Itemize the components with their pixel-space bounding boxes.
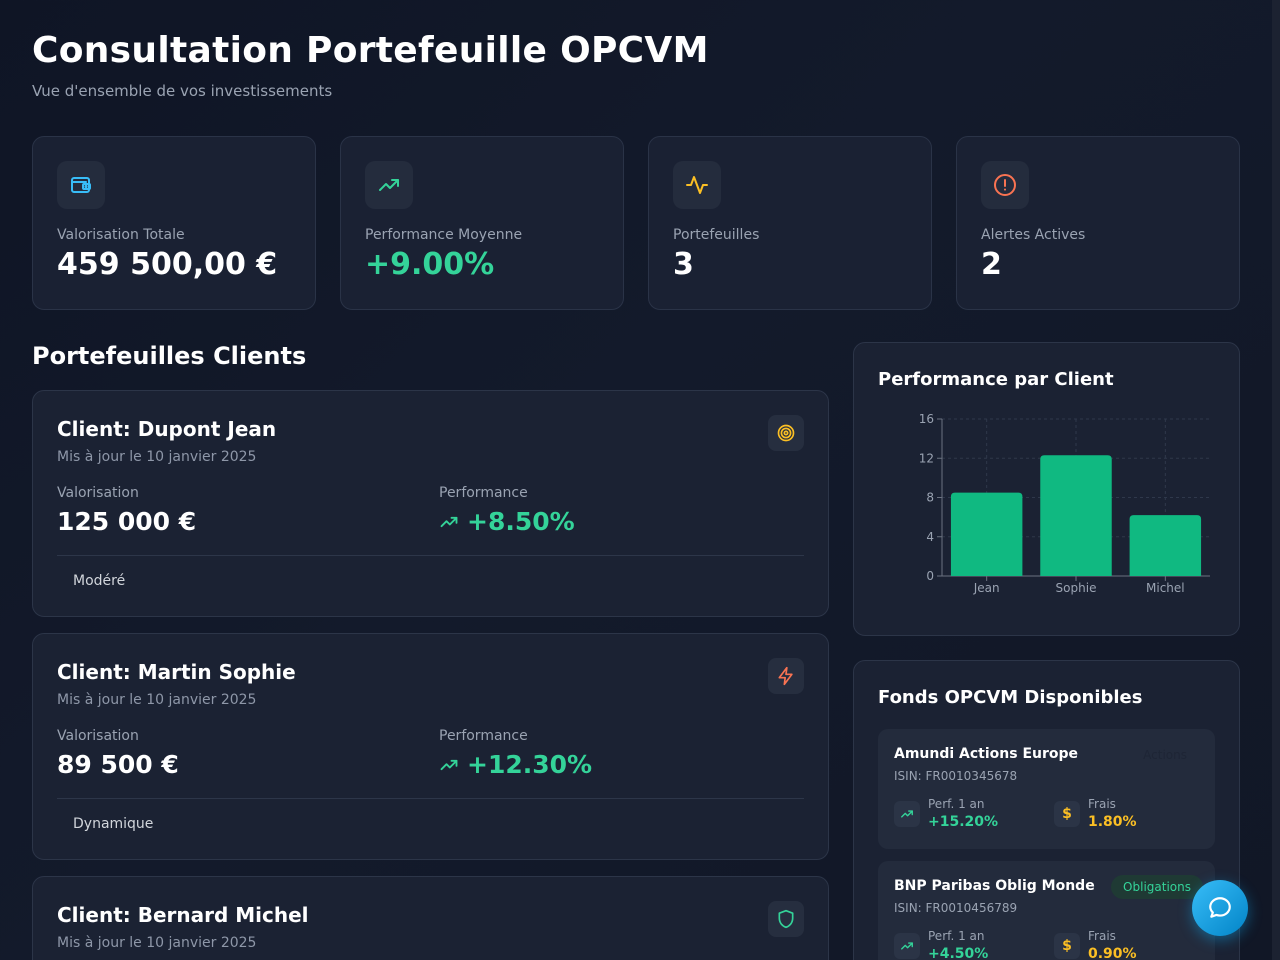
stat-card-average-performance: Performance Moyenne +9.00% [340, 136, 624, 310]
activity-icon [673, 161, 721, 209]
performance-text: +8.50% [467, 507, 575, 536]
chart-ytick-label: 8 [926, 491, 934, 505]
fees-label: Frais [1088, 797, 1116, 811]
dollar-icon: $ [1054, 933, 1080, 959]
fees-value: 0.90% [1088, 946, 1137, 960]
dollar-icon: $ [1054, 801, 1080, 827]
stat-value: 3 [673, 247, 694, 282]
client-card-martin[interactable]: Client: Martin Sophie Mis à jour le 10 j… [32, 633, 829, 860]
page-title: Consultation Portefeuille OPCVM [32, 30, 709, 71]
fees-value: 1.80% [1088, 814, 1137, 830]
fund-category-badge: Obligations [1111, 875, 1203, 899]
chart-xtick-label: Michel [1146, 581, 1185, 595]
stat-label: Valorisation Totale [57, 227, 185, 243]
trending-up-icon [365, 161, 413, 209]
fees-label: Frais [1088, 929, 1116, 943]
client-name: Client: Martin Sophie [57, 660, 296, 684]
stat-value: +9.00% [365, 247, 495, 282]
client-updated: Mis à jour le 10 janvier 2025 [57, 692, 257, 708]
perf-label: Perf. 1 an [928, 797, 985, 811]
risk-profile: Modéré [73, 573, 126, 589]
valuation-label: Valorisation [57, 485, 139, 501]
page-scrollbar[interactable] [1272, 0, 1280, 960]
performance-value: +12.30% [439, 750, 592, 779]
stat-card-active-alerts: Alertes Actives 2 [956, 136, 1240, 310]
chart-xtick-label: Jean [973, 581, 1000, 595]
chart-bar-michel [1129, 515, 1202, 576]
chat-icon [1209, 897, 1231, 918]
zap-icon [768, 658, 804, 694]
fund-category-badge: Actions [1143, 748, 1187, 762]
clients-section-title: Portefeuilles Clients [32, 342, 307, 370]
stat-card-total-valuation: Valorisation Totale 459 500,00 € [32, 136, 316, 310]
valuation-value: 125 000 € [57, 507, 197, 536]
chart-ytick-label: 12 [919, 451, 934, 465]
chat-button[interactable] [1192, 880, 1248, 936]
client-updated: Mis à jour le 10 janvier 2025 [57, 449, 257, 465]
stat-card-portfolios: Portefeuilles 3 [648, 136, 932, 310]
stat-label: Performance Moyenne [365, 227, 523, 243]
trending-up-icon [440, 759, 458, 770]
valuation-label: Valorisation [57, 728, 139, 744]
client-card-dupont[interactable]: Client: Dupont Jean Mis à jour le 10 jan… [32, 390, 829, 617]
chart-bar-sophie [1040, 455, 1112, 576]
fund-name: Amundi Actions Europe [894, 746, 1079, 762]
performance-text: +12.30% [467, 750, 593, 779]
fund-isin: ISIN: FR0010345678 [894, 769, 1018, 783]
chart-bar-jean [950, 492, 1023, 576]
chart-ytick-label: 16 [919, 412, 934, 426]
chart-xtick-label: Sophie [1056, 581, 1097, 595]
performance-chart-panel: Performance par Client 0 4 8 12 16 Jean Sophie… [853, 342, 1240, 636]
fund-card-bnp[interactable]: BNP Paribas Oblig Monde ISIN: FR00104567… [878, 861, 1215, 960]
perf-value: +4.50% [928, 946, 989, 960]
divider [57, 555, 804, 556]
target-icon [768, 415, 804, 451]
chart-ytick-label: 0 [926, 569, 934, 583]
stat-value: 2 [981, 247, 1002, 282]
shield-icon [768, 901, 804, 937]
trending-up-icon [894, 801, 920, 827]
client-name: Client: Bernard Michel [57, 903, 309, 927]
page-subtitle: Vue d'ensemble de vos investissements [32, 82, 333, 100]
client-card-bernard[interactable]: Client: Bernard Michel Mis à jour le 10 … [32, 876, 829, 960]
fund-name: BNP Paribas Oblig Monde [894, 878, 1095, 894]
client-updated: Mis à jour le 10 janvier 2025 [57, 935, 257, 951]
valuation-value: 89 500 € [57, 750, 179, 779]
performance-value: +8.50% [439, 507, 575, 536]
fund-isin: ISIN: FR0010456789 [894, 901, 1018, 915]
client-name: Client: Dupont Jean [57, 417, 277, 441]
perf-value: +15.20% [928, 814, 999, 830]
stat-value: 459 500,00 € [57, 247, 278, 282]
trending-up-icon [440, 516, 458, 527]
wallet-icon [57, 161, 105, 209]
risk-profile: Dynamique [73, 816, 154, 832]
funds-title: Fonds OPCVM Disponibles [878, 687, 1143, 708]
fund-card-amundi[interactable]: Amundi Actions Europe ISIN: FR0010345678… [878, 729, 1215, 849]
trending-up-icon [894, 933, 920, 959]
performance-label: Performance [439, 728, 528, 744]
performance-bar-chart: 0 4 8 12 16 Jean Sophie Michel [919, 412, 1210, 595]
stat-label: Alertes Actives [981, 227, 1086, 243]
funds-panel: Fonds OPCVM Disponibles Amundi Actions E… [853, 660, 1240, 960]
chart-ytick-label: 4 [926, 530, 934, 544]
performance-label: Performance [439, 485, 528, 501]
divider [57, 798, 804, 799]
perf-label: Perf. 1 an [928, 929, 985, 943]
alert-circle-icon [981, 161, 1029, 209]
chart-title: Performance par Client [878, 369, 1114, 390]
stat-label: Portefeuilles [673, 227, 760, 243]
